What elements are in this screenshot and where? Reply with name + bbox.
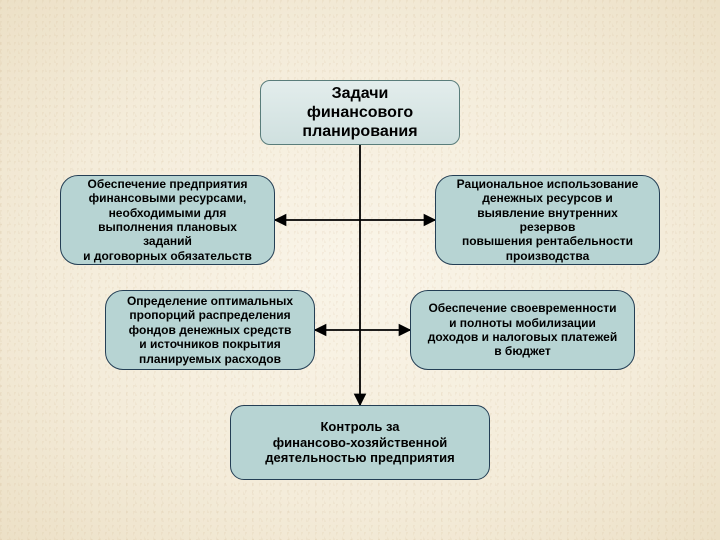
bottom-line-3: деятельностью предприятия [265,450,454,466]
r2l-line-1: Определение оптимальных [127,294,293,308]
r1r-line-1: Рациональное использование [457,177,639,191]
node-r2-right: Обеспечение своевременности и полноты мо… [410,290,635,370]
node-r2-left: Определение оптимальных пропорций распре… [105,290,315,370]
node-bottom: Контроль за финансово-хозяйственной деят… [230,405,490,480]
r1l-line-3: необходимыми для [109,206,227,220]
diagram-stage: Задачи финансового планирования Обеспече… [0,0,720,540]
r2l-line-2: пропорций распределения [129,308,290,322]
node-r1-left: Обеспечение предприятия финансовыми ресу… [60,175,275,265]
r2r-line-3: доходов и налоговых платежей [428,330,617,344]
r1l-line-6: и договорных обязательств [83,249,252,263]
r1r-line-4: резервов [520,220,576,234]
r1r-line-2: денежных ресурсов и [482,191,613,205]
r1r-line-6: производства [506,249,590,263]
r1r-line-3: выявление внутренних [477,206,618,220]
r1l-line-4: выполнения плановых [98,220,237,234]
node-title: Задачи финансового планирования [260,80,460,145]
bottom-line-2: финансово-хозяйственной [273,435,448,451]
r2l-line-3: фондов денежных средств [129,323,292,337]
r2r-line-4: в бюджет [494,344,551,358]
title-line-3: планирования [302,122,417,141]
r1l-line-1: Обеспечение предприятия [88,177,248,191]
title-line-1: Задачи [332,84,389,103]
bottom-line-1: Контроль за [320,419,399,435]
r1l-line-2: финансовыми ресурсами, [89,191,247,205]
r2r-line-2: и полноты мобилизации [449,316,596,330]
r2l-line-5: планируемых расходов [139,352,281,366]
r1l-line-5: заданий [143,234,192,248]
title-line-2: финансового [307,103,413,122]
r1r-line-5: повышения рентабельности [462,234,633,248]
node-r1-right: Рациональное использование денежных ресу… [435,175,660,265]
r2r-line-1: Обеспечение своевременности [428,301,616,315]
r2l-line-4: и источников покрытия [139,337,280,351]
